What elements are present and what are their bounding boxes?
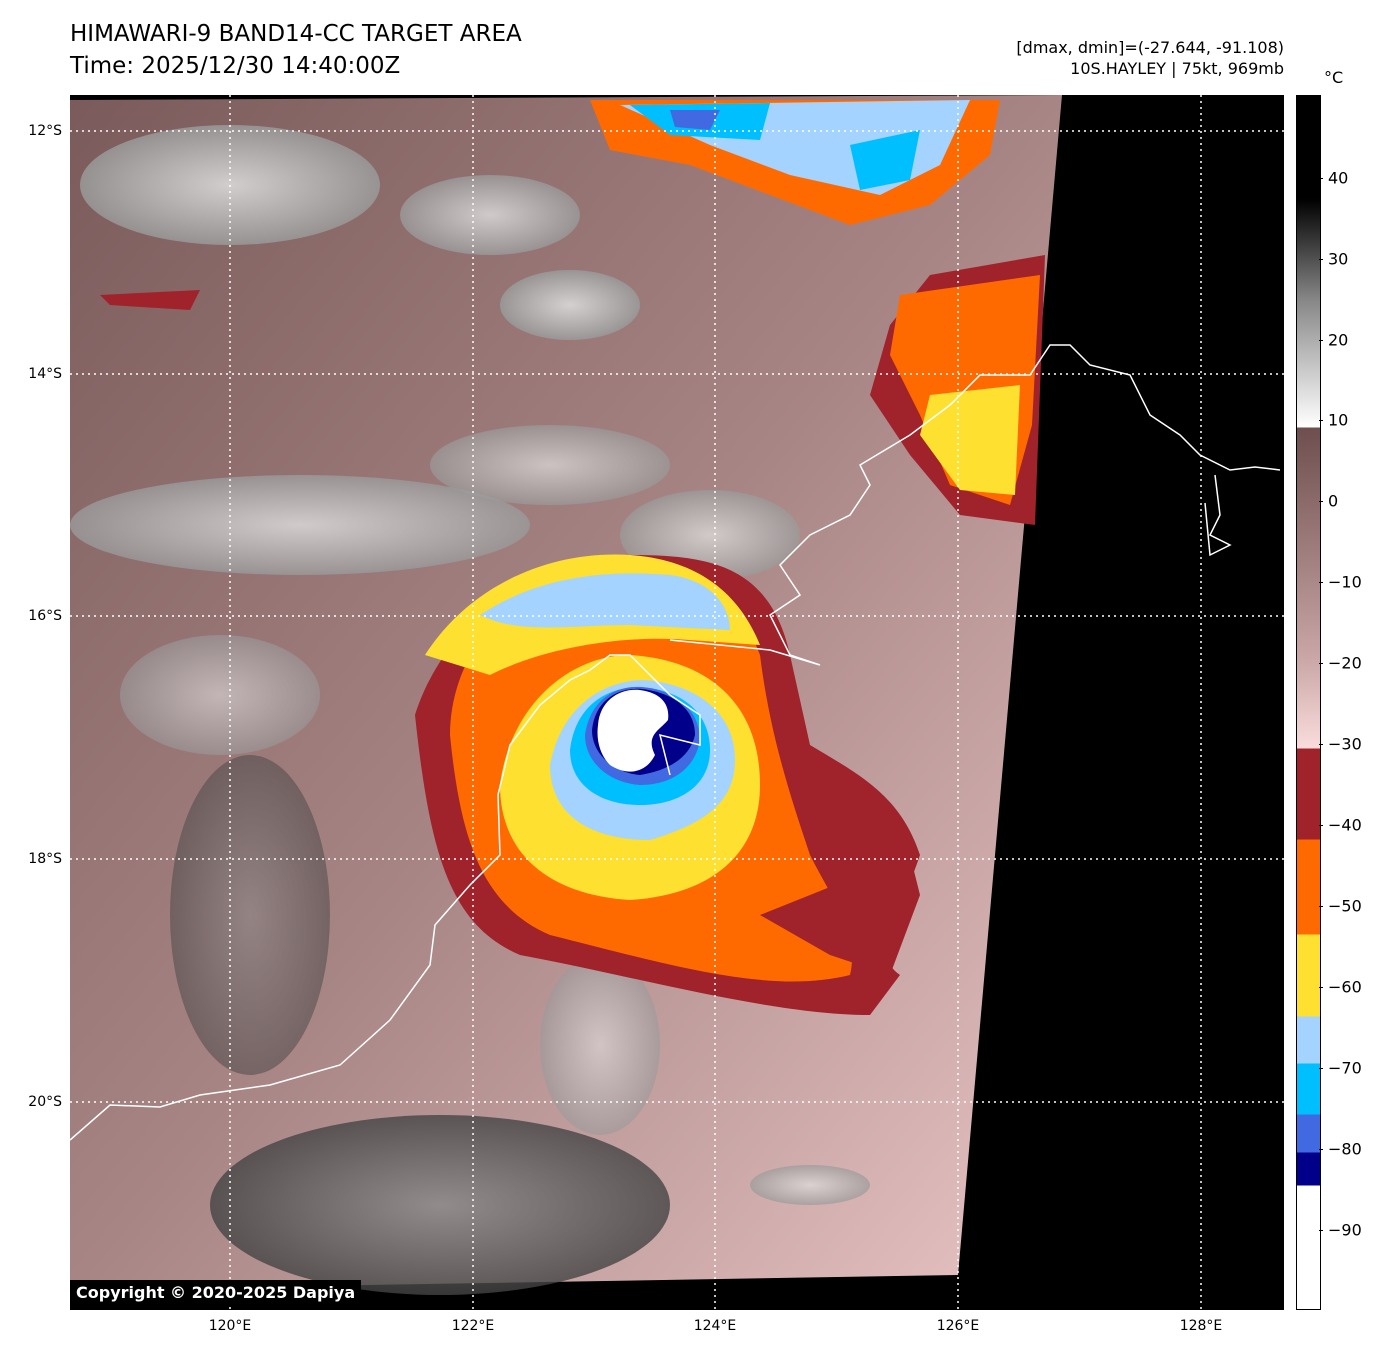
gridlines (70, 95, 1284, 1310)
colorbar-tick-label: −70 (1328, 1058, 1362, 1078)
colorbar-tick-mark (1319, 1230, 1323, 1231)
lon-label: 128°E (1179, 1318, 1223, 1334)
lat-label: 18°S (28, 851, 62, 867)
lon-label: 124°E (693, 1318, 737, 1334)
colorbar (1296, 95, 1321, 1310)
colorbar-tick-label: −40 (1328, 815, 1362, 835)
colorbar-tick-mark (1319, 825, 1323, 826)
colorbar-tick-label: −20 (1328, 653, 1362, 673)
lat-label: 20°S (28, 1094, 62, 1110)
lat-label: 16°S (28, 608, 62, 624)
colorbar-tick-mark (1319, 178, 1323, 179)
timestamp: Time: 2025/12/30 14:40:00Z (70, 53, 401, 79)
colorbar-tick-mark (1319, 340, 1323, 341)
colorbar-tick-label: −10 (1328, 572, 1362, 592)
chart-title: HIMAWARI-9 BAND14-CC TARGET AREA (70, 21, 522, 47)
colorbar-tick-label: 30 (1328, 249, 1349, 269)
colorbar-tick-mark (1319, 663, 1323, 664)
colorbar-tick-label: 20 (1328, 330, 1349, 350)
colorbar-tick-label: −60 (1328, 977, 1362, 997)
lon-label: 120°E (208, 1318, 252, 1334)
colorbar-tick-label: 40 (1328, 168, 1349, 188)
cloud-gray-patches (70, 125, 870, 1295)
dmax-dmin-readout: [dmax, dmin]=(-27.644, -91.108) (1016, 38, 1284, 57)
storm-info: 10S.HAYLEY | 75kt, 969mb (1070, 59, 1284, 78)
lat-label: 14°S (28, 366, 62, 382)
lat-label: 12°S (28, 123, 62, 139)
typhoon-cloud-system (415, 554, 920, 1015)
colorbar-tick-label: 0 (1328, 491, 1339, 511)
colorbar-tick-label: 10 (1328, 410, 1349, 430)
colorbar-tick-mark (1319, 420, 1323, 421)
colorbar-tick-label: −90 (1328, 1220, 1362, 1240)
satellite-map (70, 95, 1284, 1310)
colorbar-tick-mark (1319, 1149, 1323, 1150)
lon-label: 126°E (936, 1318, 980, 1334)
lon-label: 122°E (451, 1318, 495, 1334)
colorbar-tick-label: −50 (1328, 896, 1362, 916)
colorbar-tick-mark (1319, 744, 1323, 745)
colorbar-tick-mark (1319, 987, 1323, 988)
copyright-label: Copyright © 2020-2025 Dapiya (70, 1280, 362, 1306)
colorbar-tick-mark (1319, 1068, 1323, 1069)
colorbar-tick-mark (1319, 906, 1323, 907)
colorbar-tick-mark (1319, 259, 1323, 260)
coastline (70, 344, 1281, 1141)
colorbar-tick-label: −80 (1328, 1139, 1362, 1159)
colorbar-tick-mark (1319, 582, 1323, 583)
colorbar-tick-mark (1319, 501, 1323, 502)
colorbar-unit: °C (1324, 68, 1344, 87)
colorbar-tick-label: −30 (1328, 734, 1362, 754)
